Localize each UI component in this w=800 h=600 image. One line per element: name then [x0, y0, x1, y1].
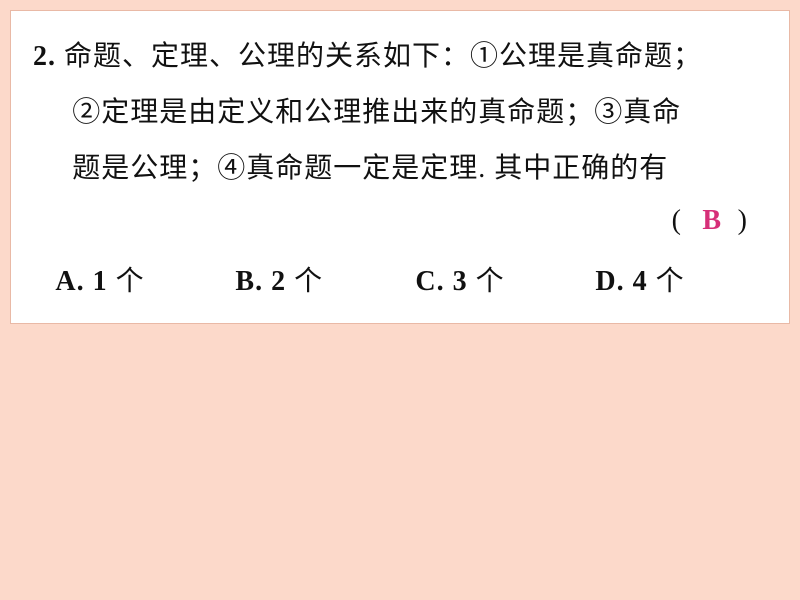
- option-d-value: 4: [633, 266, 648, 297]
- option-b-prefix: B.: [235, 266, 263, 297]
- option-c-unit: 个: [476, 266, 505, 297]
- question-line-2: ②定理是由定义和公理推出来的真命题；③真命: [33, 85, 767, 141]
- option-d-unit: 个: [656, 266, 685, 297]
- option-d-prefix: D.: [595, 266, 624, 297]
- question-line-1-text: 命题、定理、公理的关系如下：①公理是真命题；: [64, 41, 702, 72]
- option-d[interactable]: D. 4 个: [595, 259, 755, 299]
- options-row: A. 1 个 B. 2 个 C. 3 个 D. 4 个: [33, 259, 767, 299]
- option-c[interactable]: C. 3 个: [415, 259, 595, 299]
- option-a-unit: 个: [116, 266, 145, 297]
- paren-open: (: [672, 205, 681, 237]
- option-b-unit: 个: [294, 266, 323, 297]
- question-card: 2. 命题、定理、公理的关系如下：①公理是真命题； ②定理是由定义和公理推出来的…: [10, 10, 790, 324]
- question-line-1: 2. 命题、定理、公理的关系如下：①公理是真命题；: [33, 29, 767, 85]
- answer-blank: ( B ): [33, 197, 767, 253]
- question-number: 2.: [33, 41, 56, 72]
- question-text: 2. 命题、定理、公理的关系如下：①公理是真命题； ②定理是由定义和公理推出来的…: [33, 29, 767, 197]
- option-a-value: 1: [93, 266, 108, 297]
- option-c-prefix: C.: [415, 266, 444, 297]
- option-a-prefix: A.: [55, 266, 84, 297]
- paren-close: ): [738, 205, 747, 237]
- option-b[interactable]: B. 2 个: [235, 259, 415, 299]
- option-a[interactable]: A. 1 个: [55, 259, 235, 299]
- option-b-value: 2: [271, 266, 286, 297]
- answer-letter: B: [702, 205, 721, 237]
- option-c-value: 3: [453, 266, 468, 297]
- question-line-3: 题是公理；④真命题一定是定理. 其中正确的有: [33, 141, 767, 197]
